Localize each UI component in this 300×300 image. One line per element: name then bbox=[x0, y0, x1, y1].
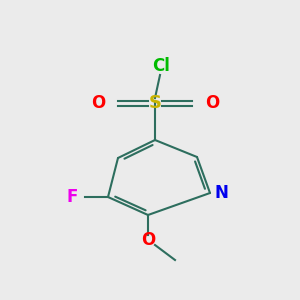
Text: Cl: Cl bbox=[152, 57, 170, 75]
Text: F: F bbox=[67, 188, 78, 206]
Text: O: O bbox=[91, 94, 105, 112]
Text: O: O bbox=[205, 94, 219, 112]
Text: N: N bbox=[215, 184, 229, 202]
Text: S: S bbox=[148, 94, 161, 112]
Text: O: O bbox=[141, 231, 155, 249]
